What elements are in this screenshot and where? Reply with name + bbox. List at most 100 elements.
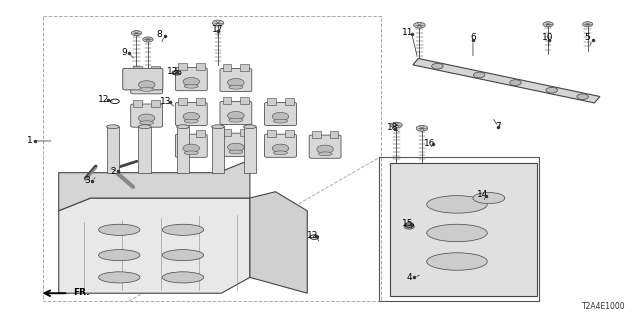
Circle shape: [272, 112, 289, 121]
Bar: [138, 127, 151, 173]
Ellipse shape: [244, 125, 256, 129]
Bar: [379, 157, 539, 301]
Bar: [223, 129, 232, 136]
FancyBboxPatch shape: [309, 135, 341, 158]
Circle shape: [183, 112, 200, 121]
Ellipse shape: [427, 253, 487, 270]
Text: 9: 9: [122, 48, 127, 57]
Circle shape: [416, 125, 428, 131]
Bar: [178, 63, 187, 70]
Polygon shape: [59, 160, 250, 211]
Text: 16: 16: [424, 139, 435, 148]
Bar: [106, 127, 119, 173]
FancyBboxPatch shape: [264, 134, 296, 157]
Bar: [178, 130, 187, 137]
FancyArrowPatch shape: [115, 171, 133, 187]
Ellipse shape: [427, 224, 487, 242]
Text: T2A4E1000: T2A4E1000: [582, 302, 626, 311]
Circle shape: [272, 144, 289, 152]
FancyBboxPatch shape: [175, 134, 207, 157]
Ellipse shape: [427, 196, 487, 213]
Bar: [196, 130, 205, 137]
Ellipse shape: [229, 118, 243, 122]
Ellipse shape: [184, 151, 198, 155]
Text: 12: 12: [307, 231, 318, 240]
Bar: [151, 66, 160, 73]
Ellipse shape: [99, 224, 140, 235]
Ellipse shape: [140, 121, 154, 124]
Text: FR.: FR.: [73, 288, 89, 297]
Bar: [43, 16, 381, 301]
Circle shape: [131, 31, 141, 36]
Bar: [212, 127, 225, 173]
Bar: [330, 131, 339, 138]
Text: 8: 8: [157, 30, 163, 39]
Ellipse shape: [318, 152, 332, 156]
FancyBboxPatch shape: [220, 68, 252, 92]
FancyBboxPatch shape: [220, 101, 252, 124]
Text: 5: 5: [585, 33, 591, 42]
Text: 18: 18: [387, 123, 398, 132]
Circle shape: [183, 144, 200, 152]
Text: 4: 4: [406, 273, 412, 282]
Bar: [241, 97, 249, 104]
Bar: [267, 130, 276, 137]
Circle shape: [546, 87, 557, 93]
Bar: [178, 98, 187, 105]
Ellipse shape: [163, 224, 204, 235]
Polygon shape: [413, 59, 600, 103]
Bar: [312, 131, 321, 138]
Circle shape: [138, 81, 155, 89]
Text: 14: 14: [477, 190, 488, 199]
FancyBboxPatch shape: [175, 102, 207, 125]
Circle shape: [543, 22, 553, 27]
Circle shape: [391, 122, 402, 128]
Circle shape: [212, 20, 224, 26]
Text: 7: 7: [495, 122, 501, 131]
Polygon shape: [390, 163, 537, 296]
Text: 12: 12: [98, 95, 109, 104]
Bar: [244, 127, 256, 173]
Circle shape: [509, 80, 521, 85]
Bar: [285, 98, 294, 105]
Bar: [241, 64, 249, 71]
Ellipse shape: [212, 125, 225, 129]
Text: 13: 13: [160, 97, 172, 106]
Ellipse shape: [140, 87, 154, 91]
Polygon shape: [250, 192, 307, 293]
Text: 2: 2: [110, 167, 116, 176]
Circle shape: [577, 94, 588, 100]
Circle shape: [413, 22, 425, 28]
Ellipse shape: [229, 85, 243, 89]
Circle shape: [228, 78, 244, 87]
Ellipse shape: [163, 250, 204, 261]
Bar: [196, 63, 205, 70]
Circle shape: [183, 77, 200, 86]
FancyBboxPatch shape: [175, 68, 207, 91]
Bar: [267, 98, 276, 105]
Circle shape: [582, 22, 593, 27]
Bar: [133, 66, 142, 73]
Text: 17: 17: [212, 25, 224, 34]
Circle shape: [138, 114, 155, 122]
Bar: [241, 129, 249, 136]
Circle shape: [317, 145, 333, 153]
Circle shape: [228, 111, 244, 120]
Ellipse shape: [473, 193, 505, 204]
Bar: [223, 64, 232, 71]
Text: 11: 11: [402, 28, 413, 37]
Bar: [196, 98, 205, 105]
Bar: [151, 100, 160, 107]
Bar: [133, 100, 142, 107]
Circle shape: [474, 72, 485, 78]
Bar: [177, 127, 189, 173]
Ellipse shape: [184, 119, 198, 123]
Circle shape: [143, 37, 153, 42]
Polygon shape: [59, 198, 250, 293]
Ellipse shape: [184, 84, 198, 88]
Ellipse shape: [177, 125, 189, 129]
Text: 10: 10: [542, 33, 554, 42]
Bar: [285, 130, 294, 137]
Text: 6: 6: [470, 33, 476, 42]
Text: 15: 15: [402, 219, 413, 228]
